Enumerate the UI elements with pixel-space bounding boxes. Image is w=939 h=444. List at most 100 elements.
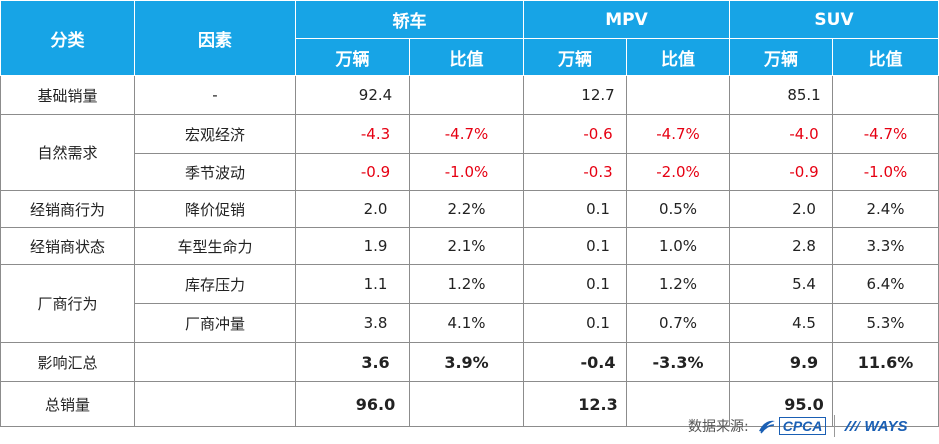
cell-mpv-value: 0.1 bbox=[523, 303, 627, 343]
source-label: 数据来源: bbox=[688, 419, 749, 435]
row-category: 总销量 bbox=[0, 381, 135, 427]
cell-suv-value: 9.9 bbox=[729, 342, 834, 382]
header-category: 分类 bbox=[0, 0, 135, 76]
ways-mark-icon bbox=[844, 421, 862, 431]
cell-sedan-value: 1.1 bbox=[295, 264, 410, 304]
cell-suv-value: 85.1 bbox=[729, 75, 834, 115]
cell-suv-value: -4.0 bbox=[729, 114, 834, 154]
row-factor: 降价促销 bbox=[134, 190, 296, 228]
cell-suv-value: 4.5 bbox=[729, 303, 834, 343]
cell-mpv-ratio: 0.5% bbox=[625, 190, 731, 228]
cell-mpv-ratio bbox=[625, 75, 731, 115]
row-category: 基础销量 bbox=[0, 75, 135, 115]
cell-sedan-ratio: -4.7% bbox=[409, 114, 524, 154]
cell-mpv-value: 0.1 bbox=[523, 190, 627, 228]
cell-sedan-value: 96.0 bbox=[295, 381, 410, 427]
row-category: 经销商状态 bbox=[0, 227, 135, 265]
cpca-logo-text: CPCA bbox=[778, 417, 827, 435]
cell-suv-ratio: 2.4% bbox=[832, 190, 939, 228]
cell-suv-ratio: 6.4% bbox=[832, 264, 939, 304]
cell-mpv-value: -0.6 bbox=[523, 114, 627, 154]
cpca-swoosh-icon bbox=[758, 420, 775, 434]
cell-sedan-value: 92.4 bbox=[295, 75, 410, 115]
row-factor: - bbox=[134, 75, 296, 115]
cell-mpv-ratio: 1.2% bbox=[625, 264, 731, 304]
cell-suv-value: 5.4 bbox=[729, 264, 834, 304]
table-row: 经销商状态 车型生命力 1.9 2.1% 0.1 1.0% 2.8 3.3% bbox=[0, 227, 939, 265]
row-category: 经销商行为 bbox=[0, 190, 135, 228]
cell-mpv-value: -0.4 bbox=[523, 342, 627, 382]
cell-sedan-value: 3.6 bbox=[295, 342, 410, 382]
logo-divider bbox=[834, 415, 836, 437]
cell-sedan-ratio: 3.9% bbox=[409, 342, 524, 382]
header-factor: 因素 bbox=[134, 0, 296, 76]
row-factor: 车型生命力 bbox=[134, 227, 296, 265]
cell-suv-value: 95.0 bbox=[729, 381, 834, 427]
cell-mpv-value: 0.1 bbox=[523, 264, 627, 304]
row-category: 影响汇总 bbox=[0, 342, 135, 382]
cell-sedan-ratio bbox=[409, 381, 524, 427]
cell-sedan-ratio: 1.2% bbox=[409, 264, 524, 304]
header-suv-ratio: 比值 bbox=[832, 38, 939, 76]
data-source: 数据来源: CPCA WAYS bbox=[688, 414, 907, 438]
table-row: 总销量 96.0 12.3 95.0 bbox=[0, 381, 939, 427]
row-factor bbox=[134, 342, 296, 382]
cell-suv-value: 2.0 bbox=[729, 190, 834, 228]
row-factor: 库存压力 bbox=[134, 264, 296, 304]
cell-sedan-ratio: 2.2% bbox=[409, 190, 524, 228]
cell-suv-ratio: 11.6% bbox=[832, 342, 939, 382]
row-factor: 宏观经济 bbox=[134, 114, 296, 154]
cell-mpv-value: -0.3 bbox=[523, 153, 627, 191]
cell-mpv-ratio bbox=[625, 381, 731, 427]
cell-suv-ratio bbox=[832, 381, 939, 427]
cell-mpv-value: 12.7 bbox=[523, 75, 627, 115]
row-category: 自然需求 bbox=[0, 114, 135, 191]
table-row: 经销商行为 降价促销 2.0 2.2% 0.1 0.5% 2.0 2.4% bbox=[0, 190, 939, 228]
header-mpv-unit: 万辆 bbox=[523, 38, 627, 76]
table-row: 基础销量 - 92.4 12.7 85.1 bbox=[0, 75, 939, 115]
cell-sedan-ratio bbox=[409, 75, 524, 115]
cell-suv-ratio bbox=[832, 75, 939, 115]
cell-suv-ratio: 3.3% bbox=[832, 227, 939, 265]
header-mpv: MPV bbox=[522, 0, 731, 39]
sales-factor-table: 分类 因素 轿车 MPV SUV 万辆 比值 万辆 比值 万辆 比值 基础销量 … bbox=[0, 0, 939, 427]
cell-mpv-ratio: -2.0% bbox=[625, 153, 731, 191]
cell-sedan-value: -0.9 bbox=[295, 153, 410, 191]
row-factor bbox=[134, 381, 296, 427]
row-factor: 厂商冲量 bbox=[134, 303, 296, 343]
table-row: 季节波动 -0.9 -1.0% -0.3 -2.0% -0.9 -1.0% bbox=[1, 153, 939, 191]
cell-suv-ratio: -1.0% bbox=[832, 153, 939, 191]
cell-mpv-value: 0.1 bbox=[523, 227, 627, 265]
header-sedan: 轿车 bbox=[295, 0, 524, 39]
ways-logo-text: WAYS bbox=[864, 417, 908, 435]
header-sedan-unit: 万辆 bbox=[295, 38, 410, 76]
table-row: 厂商冲量 3.8 4.1% 0.1 0.7% 4.5 5.3% bbox=[1, 303, 939, 343]
cell-sedan-value: 1.9 bbox=[295, 227, 410, 265]
cell-sedan-value: 2.0 bbox=[295, 190, 410, 228]
cell-suv-ratio: 5.3% bbox=[832, 303, 939, 343]
cell-mpv-ratio: 0.7% bbox=[625, 303, 731, 343]
table-row: 厂商行为 库存压力 1.1 1.2% 0.1 1.2% 5.4 6.4% bbox=[0, 264, 939, 343]
cell-suv-value: 2.8 bbox=[729, 227, 834, 265]
table-row: 影响汇总 3.6 3.9% -0.4 -3.3% 9.9 11.6% bbox=[0, 342, 939, 382]
cell-sedan-ratio: 4.1% bbox=[409, 303, 524, 343]
header-sedan-ratio: 比值 bbox=[409, 38, 524, 76]
ways-logo: WAYS bbox=[843, 418, 907, 435]
cell-mpv-value: 12.3 bbox=[523, 381, 627, 427]
header-mpv-ratio: 比值 bbox=[625, 38, 731, 76]
cpca-logo: CPCA bbox=[757, 417, 827, 435]
header-suv-unit: 万辆 bbox=[729, 38, 834, 76]
cell-suv-ratio: -4.7% bbox=[832, 114, 939, 154]
cell-sedan-value: -4.3 bbox=[295, 114, 410, 154]
cell-mpv-ratio: -4.7% bbox=[625, 114, 731, 154]
cell-sedan-ratio: -1.0% bbox=[409, 153, 524, 191]
cell-sedan-value: 3.8 bbox=[295, 303, 410, 343]
row-category: 厂商行为 bbox=[0, 264, 135, 343]
cell-mpv-ratio: 1.0% bbox=[625, 227, 731, 265]
row-factor: 季节波动 bbox=[134, 153, 296, 191]
header-suv: SUV bbox=[729, 0, 939, 39]
table-row: 自然需求 宏观经济 -4.3 -4.7% -0.6 -4.7% -4.0 -4.… bbox=[0, 114, 939, 191]
cell-sedan-ratio: 2.1% bbox=[409, 227, 524, 265]
cell-mpv-ratio: -3.3% bbox=[625, 342, 731, 382]
cell-suv-value: -0.9 bbox=[729, 153, 834, 191]
